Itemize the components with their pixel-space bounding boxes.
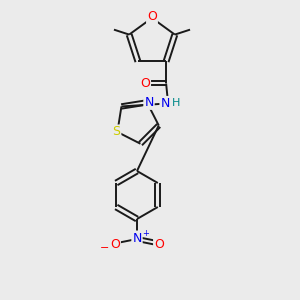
Text: +: +: [142, 230, 149, 238]
Text: N: N: [160, 97, 170, 110]
Text: O: O: [110, 238, 120, 250]
Text: S: S: [112, 125, 120, 139]
Text: N: N: [132, 232, 142, 244]
Text: −: −: [100, 243, 110, 253]
Text: O: O: [154, 238, 164, 250]
Text: H: H: [172, 98, 180, 108]
Text: N: N: [144, 96, 154, 109]
Text: O: O: [147, 11, 157, 23]
Text: O: O: [140, 77, 150, 90]
